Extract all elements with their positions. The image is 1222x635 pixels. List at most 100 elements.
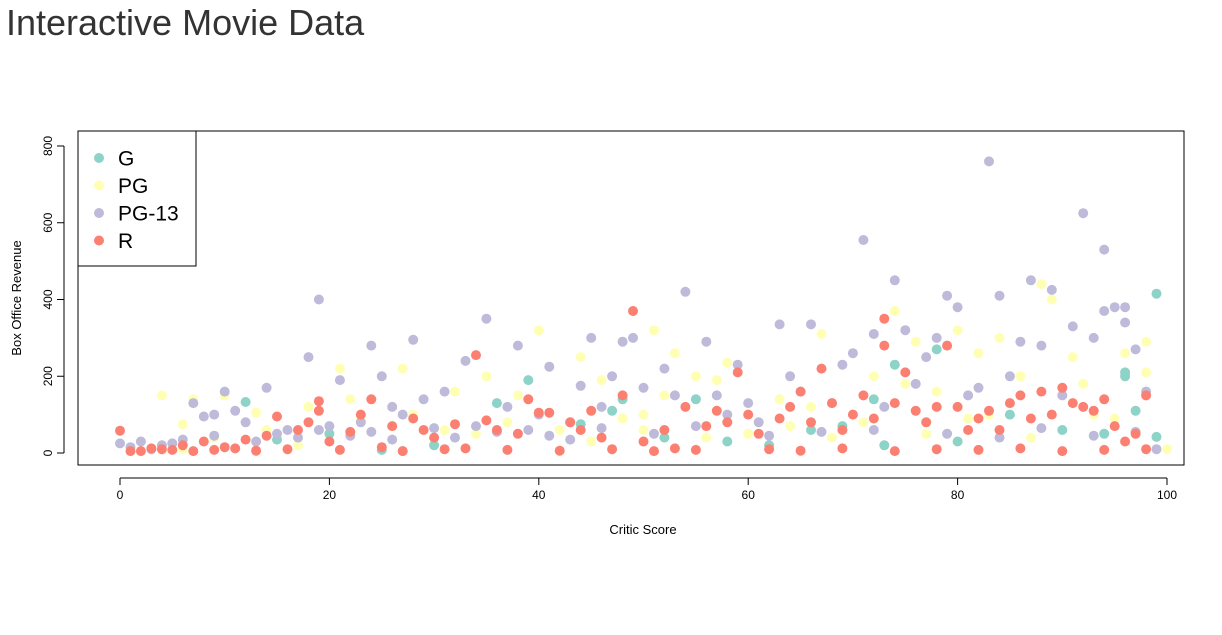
data-point-pg[interactable] xyxy=(701,432,712,443)
data-point-pg-13[interactable] xyxy=(460,355,471,366)
data-point-pg[interactable] xyxy=(994,332,1005,343)
data-point-pg-13[interactable] xyxy=(994,290,1005,301)
data-point-pg[interactable] xyxy=(1067,352,1078,363)
data-point-pg[interactable] xyxy=(502,417,513,428)
data-point-r[interactable] xyxy=(984,405,994,416)
data-point-r[interactable] xyxy=(795,445,806,456)
data-point-pg-13[interactable] xyxy=(198,411,209,422)
data-point-r[interactable] xyxy=(481,415,492,426)
data-point-pg[interactable] xyxy=(963,413,974,424)
data-point-r[interactable] xyxy=(1057,382,1068,393)
data-point-pg[interactable] xyxy=(1109,413,1120,424)
data-point-pg[interactable] xyxy=(1046,294,1057,305)
data-point-r[interactable] xyxy=(1078,401,1089,412)
data-point-pg[interactable] xyxy=(334,363,345,374)
data-point-pg-13[interactable] xyxy=(512,340,523,351)
data-point-pg-13[interactable] xyxy=(418,394,429,405)
data-point-r[interactable] xyxy=(251,445,262,456)
data-point-pg-13[interactable] xyxy=(366,426,377,437)
data-point-r[interactable] xyxy=(125,446,136,457)
data-point-r[interactable] xyxy=(135,446,146,457)
data-point-pg-13[interactable] xyxy=(230,405,241,416)
data-point-pg-13[interactable] xyxy=(1088,430,1099,441)
data-point-pg-13[interactable] xyxy=(1015,336,1026,347)
data-point-g[interactable] xyxy=(324,428,335,439)
data-point-g[interactable] xyxy=(1004,409,1015,420)
data-point-pg[interactable] xyxy=(251,407,262,418)
data-point-pg-13[interactable] xyxy=(596,423,607,434)
data-point-r[interactable] xyxy=(575,425,586,435)
data-point-pg[interactable] xyxy=(481,371,492,382)
data-point-r[interactable] xyxy=(1015,443,1026,454)
data-point-pg-13[interactable] xyxy=(1130,344,1141,355)
data-point-pg-13[interactable] xyxy=(1078,208,1089,219)
data-point-r[interactable] xyxy=(397,446,408,457)
data-point-pg[interactable] xyxy=(711,375,722,386)
data-point-g[interactable] xyxy=(879,440,890,451)
data-point-pg[interactable] xyxy=(722,357,733,368)
data-point-pg[interactable] xyxy=(921,428,932,439)
data-point-pg[interactable] xyxy=(743,428,754,439)
data-point-pg[interactable] xyxy=(177,419,188,430)
data-point-pg-13[interactable] xyxy=(879,401,890,412)
data-point-r[interactable] xyxy=(1004,398,1015,409)
data-point-r[interactable] xyxy=(900,367,911,378)
data-point-pg-13[interactable] xyxy=(942,290,953,301)
data-point-r[interactable] xyxy=(628,306,638,316)
data-point-pg[interactable] xyxy=(931,386,942,397)
data-point-pg-13[interactable] xyxy=(847,348,858,359)
data-point-r[interactable] xyxy=(293,425,303,435)
data-point-pg[interactable] xyxy=(858,417,869,428)
data-point-pg-13[interactable] xyxy=(753,417,764,428)
data-point-r[interactable] xyxy=(785,401,796,412)
data-point-pg-13[interactable] xyxy=(355,417,366,428)
data-point-r[interactable] xyxy=(1015,390,1026,401)
data-point-pg-13[interactable] xyxy=(115,438,125,449)
data-point-r[interactable] xyxy=(408,413,419,424)
data-point-r[interactable] xyxy=(837,425,848,435)
data-point-pg[interactable] xyxy=(973,348,984,359)
data-point-pg-13[interactable] xyxy=(659,363,670,374)
data-point-pg-13[interactable] xyxy=(282,425,293,435)
data-point-pg-13[interactable] xyxy=(135,436,146,447)
data-point-r[interactable] xyxy=(512,428,523,439)
data-point-r[interactable] xyxy=(167,444,178,455)
data-point-pg-13[interactable] xyxy=(366,340,377,351)
data-point-pg[interactable] xyxy=(1036,279,1047,290)
data-point-r[interactable] xyxy=(596,432,607,443)
data-point-pg[interactable] xyxy=(575,352,586,363)
data-point-pg-13[interactable] xyxy=(209,430,220,441)
data-point-pg-13[interactable] xyxy=(313,425,324,435)
data-point-r[interactable] xyxy=(554,445,565,456)
data-point-pg[interactable] xyxy=(649,325,659,336)
data-point-pg-13[interactable] xyxy=(963,390,974,401)
data-point-pg[interactable] xyxy=(554,425,565,435)
data-point-r[interactable] xyxy=(921,417,932,428)
data-point-pg-13[interactable] xyxy=(502,401,513,412)
data-point-pg-13[interactable] xyxy=(690,421,701,432)
data-point-pg-13[interactable] xyxy=(251,436,262,447)
data-point-g[interactable] xyxy=(1151,288,1162,299)
data-point-r[interactable] xyxy=(272,411,282,422)
data-point-r[interactable] xyxy=(439,444,450,455)
data-point-r[interactable] xyxy=(240,434,251,445)
data-point-pg[interactable] xyxy=(816,329,827,339)
data-point-pg[interactable] xyxy=(774,394,785,405)
data-point-r[interactable] xyxy=(544,407,555,418)
data-point-r[interactable] xyxy=(209,444,220,455)
data-point-r[interactable] xyxy=(502,444,513,455)
data-point-r[interactable] xyxy=(418,425,429,435)
data-point-pg-13[interactable] xyxy=(973,382,984,393)
data-point-r[interactable] xyxy=(649,446,659,457)
data-point-r[interactable] xyxy=(1025,413,1036,424)
data-point-pg[interactable] xyxy=(827,432,837,443)
data-point-r[interactable] xyxy=(261,430,272,441)
data-point-pg[interactable] xyxy=(345,394,356,405)
data-point-pg[interactable] xyxy=(293,440,303,451)
data-point-pg[interactable] xyxy=(785,421,796,432)
data-point-r[interactable] xyxy=(1088,405,1099,416)
data-point-pg[interactable] xyxy=(397,363,408,374)
data-point-pg[interactable] xyxy=(1120,348,1131,359)
data-point-r[interactable] xyxy=(879,313,890,324)
